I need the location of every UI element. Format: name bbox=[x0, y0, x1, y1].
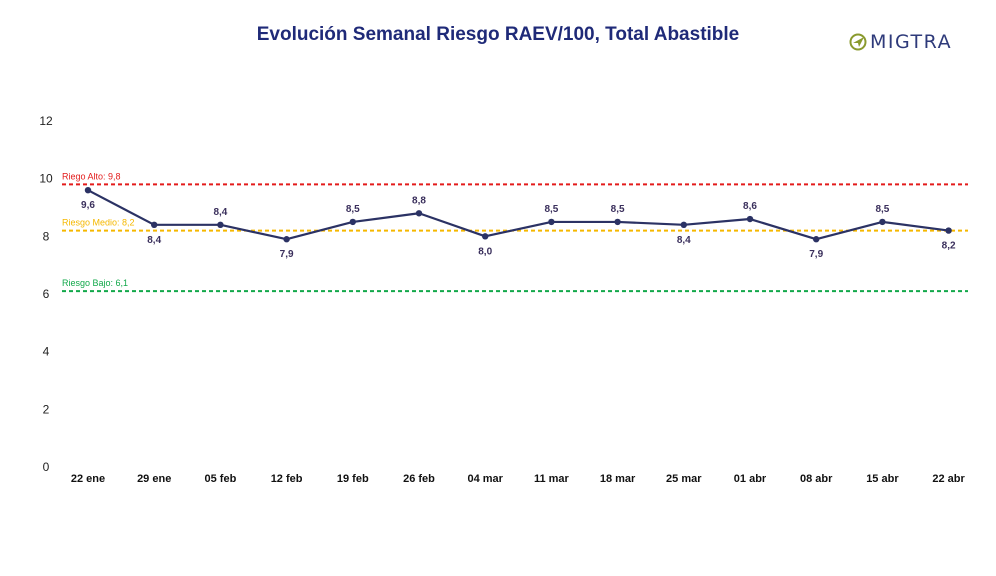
y-tick-label: 2 bbox=[43, 402, 50, 416]
data-point bbox=[283, 236, 290, 243]
series-line bbox=[87, 189, 949, 241]
data-point bbox=[84, 187, 92, 194]
data-label: 8,5 bbox=[875, 204, 889, 215]
reference-lines: Riego Alto: 9,8 Riesgo Medio: 8,2 Riesgo B… bbox=[62, 171, 968, 293]
data-point bbox=[217, 221, 224, 228]
chart-title: Evolución Semanal Riesgo RAEV/100, Total… bbox=[256, 24, 740, 45]
data-point bbox=[614, 218, 621, 226]
data-label: 9,6 bbox=[81, 200, 95, 211]
migtra-logo: MIGTRA bbox=[848, 30, 952, 54]
reference-line-label: Riesgo Bajo: 6,1 bbox=[62, 278, 128, 288]
data-label: 8,8 bbox=[412, 195, 426, 206]
x-tick-label: 18 mar bbox=[600, 473, 636, 485]
series-layer: 9,6 8,4 8,4 7,9 8,5 8,8 8,0 8,5 8,5 8,4 8,6 7,9 8,5 8… bbox=[81, 187, 956, 260]
y-tick-label: 8 bbox=[43, 229, 50, 243]
reference-line-label: Riego Alto: 9,8 bbox=[62, 171, 121, 181]
data-point bbox=[945, 227, 952, 234]
x-tick-label: 22 abr bbox=[932, 473, 965, 485]
data-point bbox=[879, 218, 886, 226]
data-label: 8,4 bbox=[677, 235, 691, 246]
data-label: 8,4 bbox=[147, 235, 161, 246]
data-label: 8,0 bbox=[478, 246, 492, 257]
logo-text: MIGTRA bbox=[870, 31, 953, 53]
data-label: 7,9 bbox=[280, 249, 294, 260]
data-point bbox=[415, 210, 423, 217]
y-tick-label: 10 bbox=[39, 172, 53, 186]
data-point bbox=[349, 218, 356, 226]
x-axis-ticks: 22 ene 29 ene 05 feb 12 feb 19 feb 26 feb 04 m… bbox=[71, 473, 966, 485]
y-tick-label: 12 bbox=[39, 114, 53, 128]
y-axis-ticks: 0 2 4 6 8 10 12 bbox=[39, 114, 53, 474]
data-label: 8,6 bbox=[743, 201, 757, 212]
data-label: 7,9 bbox=[809, 249, 823, 260]
data-point bbox=[151, 221, 158, 228]
reference-line-label: Riesgo Medio: 8,2 bbox=[62, 218, 135, 228]
data-point bbox=[813, 236, 820, 243]
data-point bbox=[482, 233, 489, 240]
x-tick-label: 12 feb bbox=[271, 473, 303, 485]
data-point bbox=[548, 218, 555, 226]
y-tick-label: 4 bbox=[43, 345, 50, 359]
logo-mark-icon bbox=[849, 33, 867, 51]
data-point bbox=[680, 221, 687, 228]
data-label: 8,4 bbox=[213, 207, 227, 218]
data-label: 8,5 bbox=[611, 204, 625, 215]
data-point bbox=[746, 215, 754, 223]
x-tick-label: 25 mar bbox=[666, 473, 702, 485]
data-label: 8,5 bbox=[346, 204, 360, 215]
x-tick-label: 19 feb bbox=[337, 473, 369, 485]
y-tick-label: 6 bbox=[43, 287, 50, 301]
y-tick-label: 0 bbox=[43, 460, 50, 474]
x-tick-label: 26 feb bbox=[403, 473, 435, 485]
x-tick-label: 22 ene bbox=[71, 473, 105, 485]
x-tick-label: 08 abr bbox=[800, 473, 833, 485]
data-label: 8,5 bbox=[544, 204, 558, 215]
x-tick-label: 29 ene bbox=[137, 473, 171, 485]
data-label: 8,2 bbox=[942, 241, 956, 252]
x-tick-label: 01 abr bbox=[734, 473, 767, 485]
x-tick-label: 05 feb bbox=[205, 473, 237, 485]
x-tick-label: 04 mar bbox=[467, 473, 503, 485]
x-tick-label: 11 mar bbox=[534, 473, 570, 485]
x-tick-label: 15 abr bbox=[866, 473, 899, 485]
